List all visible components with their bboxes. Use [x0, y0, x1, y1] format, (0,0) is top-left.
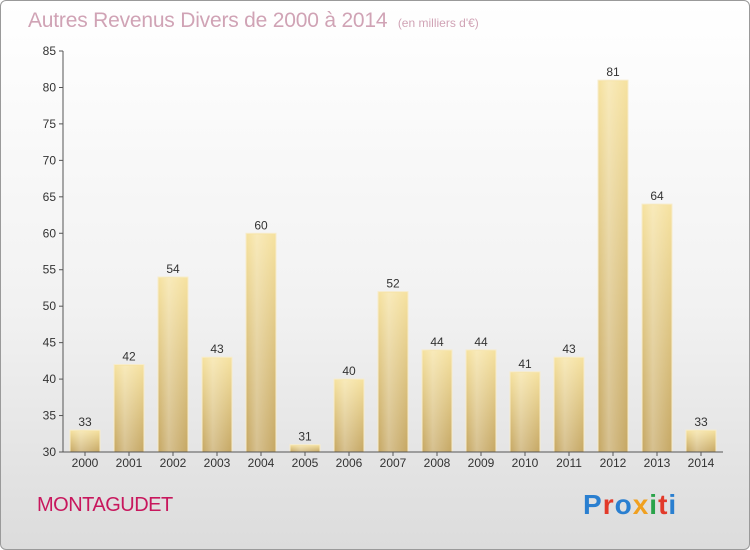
- bar-highlight: [291, 445, 319, 452]
- logo-letter: o: [614, 489, 633, 520]
- x-tick-label: 2012: [600, 456, 627, 470]
- chart-unit: (en milliers d'€): [397, 16, 479, 30]
- bar-value-label: 43: [562, 342, 576, 356]
- y-tick-label: 55: [43, 263, 57, 277]
- bar-highlight: [511, 372, 539, 452]
- bar-highlight: [379, 292, 407, 452]
- title-row: Autres Revenus Divers de 2000 à 2014 (en…: [28, 9, 479, 33]
- bar-value-label: 44: [474, 335, 488, 349]
- logo-letter: i: [668, 489, 678, 520]
- bar-highlight: [599, 81, 627, 452]
- bar-highlight: [247, 234, 275, 452]
- bar-value-label: 60: [254, 218, 268, 232]
- x-tick-label: 2004: [248, 456, 275, 470]
- x-tick-label: 2014: [688, 456, 715, 470]
- commune-name: MONTAGUDET: [37, 494, 173, 516]
- bar-value-label: 31: [298, 430, 312, 444]
- x-tick-label: 2000: [72, 456, 99, 470]
- y-tick-label: 35: [43, 409, 57, 423]
- proxiti-logo: Proxiti: [583, 489, 677, 521]
- bar-value-label: 41: [518, 357, 532, 371]
- bar-highlight: [467, 350, 495, 452]
- x-tick-label: 2011: [556, 456, 582, 470]
- logo-letter: x: [632, 489, 650, 520]
- bar-highlight: [335, 380, 363, 452]
- y-tick-label: 45: [43, 336, 57, 350]
- y-tick-label: 85: [43, 44, 57, 58]
- bar-value-label: 81: [606, 65, 620, 79]
- bar-value-label: 44: [430, 335, 444, 349]
- x-tick-label: 2005: [292, 456, 319, 470]
- y-tick-label: 60: [43, 226, 57, 240]
- bars: 33 42 54 43 60 31 40 52 44 44 41 43 81 64 33: [69, 65, 717, 453]
- y-tick-label: 75: [43, 117, 57, 131]
- x-tick-label: 2001: [116, 456, 143, 470]
- logo-letter: i: [649, 489, 659, 520]
- bar-value-label: 64: [650, 189, 664, 203]
- bar-highlight: [159, 278, 187, 452]
- bar-value-label: 40: [342, 364, 356, 378]
- bar-highlight: [203, 358, 231, 452]
- y-tick-label: 50: [43, 299, 57, 313]
- x-tick-label: 2006: [336, 456, 363, 470]
- bar-highlight: [643, 205, 671, 452]
- bar-value-label: 33: [78, 415, 92, 429]
- x-tick-label: 2007: [380, 456, 407, 470]
- bar-value-label: 52: [386, 277, 400, 291]
- bar-value-label: 42: [122, 350, 136, 364]
- y-tick-label: 30: [43, 445, 57, 459]
- bar-value-label: 33: [694, 415, 708, 429]
- x-tick-label: 2009: [468, 456, 495, 470]
- bar-highlight: [423, 350, 451, 452]
- bar-highlight: [115, 365, 143, 452]
- chart-title: Autres Revenus Divers de 2000 à 2014: [28, 9, 388, 32]
- y-axis: 30 35 40 45 50 55 60 65 70 75 80 85: [43, 44, 64, 459]
- y-tick-label: 40: [43, 372, 57, 386]
- logo-letter: r: [602, 489, 615, 520]
- y-tick-label: 65: [43, 190, 57, 204]
- logo-letter: P: [583, 489, 603, 520]
- bar-value-label: 54: [166, 262, 180, 276]
- x-tick-label: 2008: [424, 456, 451, 470]
- y-tick-label: 80: [43, 80, 57, 94]
- y-tick-label: 70: [43, 153, 57, 167]
- bar-highlight: [555, 358, 583, 452]
- bar-highlight: [687, 431, 715, 452]
- x-tick-label: 2002: [160, 456, 187, 470]
- x-tick-label: 2010: [512, 456, 539, 470]
- x-axis: 2000 2001 2002 2003 2004 2005 2006 2007 2008 2009…: [63, 451, 723, 470]
- x-tick-label: 2003: [204, 456, 231, 470]
- bar-value-label: 43: [210, 342, 224, 356]
- x-tick-label: 2013: [644, 456, 671, 470]
- bar-highlight: [71, 431, 99, 452]
- logo-letter: t: [658, 489, 669, 520]
